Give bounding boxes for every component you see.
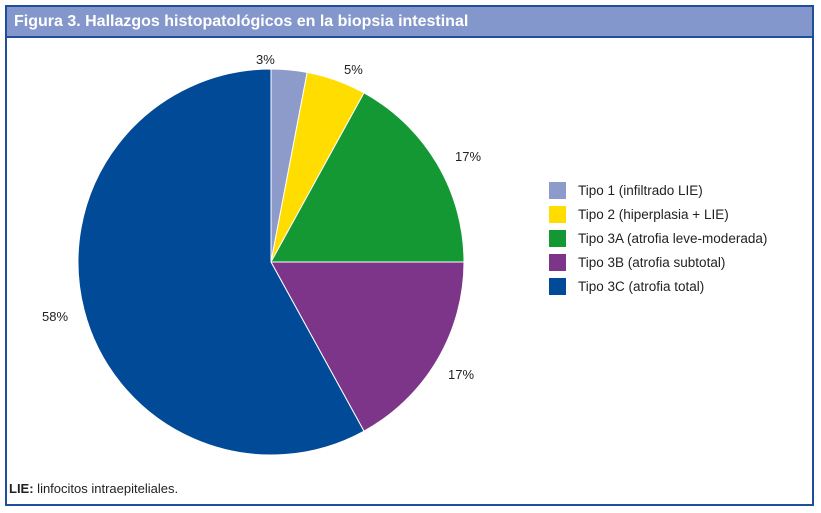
pie-slice-5 (77, 68, 365, 456)
pie-slice-3 (270, 92, 465, 263)
legend-label: Tipo 1 (infiltrado LIE) (578, 182, 703, 198)
pie-slice-4 (270, 261, 465, 432)
figure-title: Figura 3. Hallazgos histopatológicos en … (14, 13, 469, 30)
footnote: LIE: linfocitos intraepiteliales. (9, 481, 178, 496)
pct-label-tipo1: 3% (256, 52, 275, 67)
pct-label-tipo3b: 17% (448, 367, 475, 382)
figure-header: Figura 3. Hallazgos histopatológicos en … (7, 7, 812, 38)
legend-item-tipo3a: Tipo 3A (atrofia leve-moderada) (549, 226, 767, 250)
legend-label: Tipo 2 (hiperplasia + LIE) (578, 206, 729, 222)
chart-legend: Tipo 1 (infiltrado LIE) Tipo 2 (hiperpla… (549, 178, 767, 298)
footnote-text: linfocitos intraepiteliales. (33, 481, 179, 496)
pct-label-tipo3c: 58% (42, 309, 69, 324)
pct-label-tipo3a: 17% (455, 149, 482, 164)
pct-label-tipo2: 5% (344, 62, 363, 77)
legend-label: Tipo 3C (atrofia total) (578, 278, 705, 294)
legend-label: Tipo 3A (atrofia leve-moderada) (578, 230, 768, 246)
legend-swatch-tipo3a (549, 229, 566, 247)
legend-item-tipo1: Tipo 1 (infiltrado LIE) (549, 178, 767, 202)
legend-swatch-tipo3c (549, 277, 566, 295)
legend-label: Tipo 3B (atrofia subtotal) (578, 254, 726, 270)
legend-swatch-tipo3b (549, 253, 566, 271)
legend-swatch-tipo2 (549, 205, 566, 223)
legend-item-tipo3c: Tipo 3C (atrofia total) (549, 274, 767, 298)
footnote-term: LIE: (9, 481, 34, 496)
legend-item-tipo3b: Tipo 3B (atrofia subtotal) (549, 250, 767, 274)
legend-swatch-tipo1 (549, 181, 566, 199)
legend-item-tipo2: Tipo 2 (hiperplasia + LIE) (549, 202, 767, 226)
